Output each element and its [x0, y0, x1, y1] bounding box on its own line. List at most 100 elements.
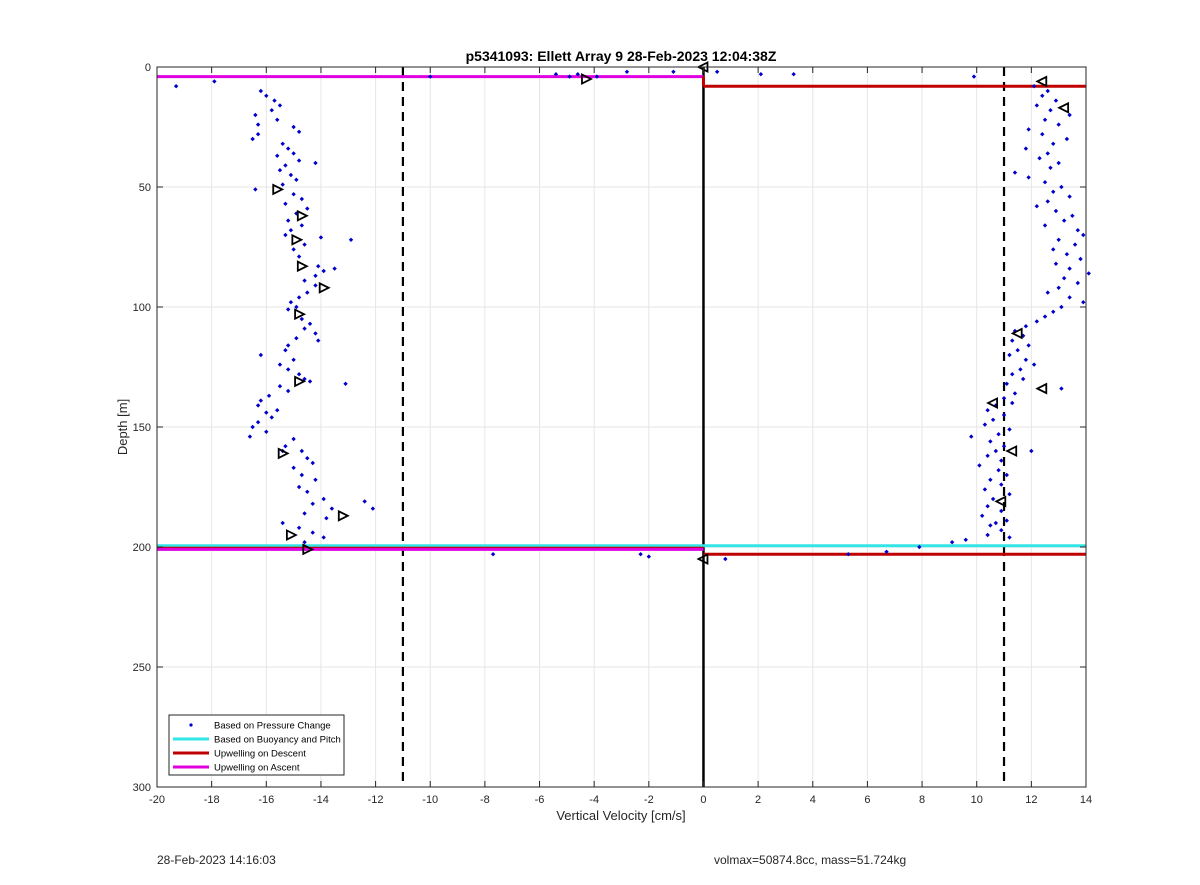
data-point — [971, 74, 977, 79]
data-point — [846, 552, 851, 557]
data-point — [294, 336, 299, 341]
glide-marker — [994, 495, 1007, 508]
data-point — [277, 103, 283, 108]
data-point — [275, 117, 280, 122]
data-point — [305, 456, 310, 461]
data-point — [305, 489, 310, 494]
y-tick-label: 0 — [145, 62, 151, 74]
data-point — [266, 393, 272, 398]
data-point — [758, 72, 764, 77]
data-point — [1020, 376, 1026, 382]
data-point — [291, 357, 296, 362]
data-point — [283, 201, 288, 206]
data-point — [1004, 518, 1009, 523]
data-point — [988, 477, 993, 482]
footer-info: volmax=50874.8cc, mass=51.724kg — [714, 853, 907, 867]
data-point — [264, 410, 269, 415]
data-point — [313, 273, 318, 278]
data-point — [575, 72, 580, 77]
data-point — [1007, 427, 1012, 432]
data-point — [299, 448, 305, 454]
data-point — [258, 88, 264, 94]
y-tick-label: 50 — [139, 182, 151, 194]
glide-marker — [1005, 445, 1018, 457]
data-point — [310, 501, 315, 506]
data-point — [253, 187, 258, 192]
data-point — [264, 93, 269, 98]
data-point — [285, 367, 291, 372]
data-point — [275, 153, 280, 158]
data-point — [1056, 122, 1061, 127]
data-point — [1045, 88, 1050, 94]
data-point — [288, 228, 294, 233]
data-point — [993, 403, 999, 408]
glide-marker — [1035, 382, 1048, 395]
data-point — [272, 98, 277, 103]
data-point — [1040, 93, 1045, 98]
data-point — [332, 266, 337, 271]
data-point — [299, 223, 305, 228]
data-point — [291, 436, 296, 442]
data-point — [302, 511, 307, 516]
legend: Based on Pressure Change Based on Buoyanc… — [168, 714, 345, 776]
data-point — [294, 177, 299, 182]
data-point — [1051, 247, 1056, 252]
data-point — [288, 300, 294, 305]
x-tick-label: 14 — [1080, 794, 1092, 806]
data-point — [302, 242, 307, 247]
data-point — [302, 278, 307, 283]
data-point — [348, 237, 354, 242]
data-point — [999, 508, 1004, 514]
data-point — [1034, 103, 1040, 108]
data-point — [285, 218, 291, 223]
data-point — [982, 422, 988, 427]
data-point — [280, 141, 285, 146]
data-point — [1045, 290, 1050, 295]
data-point — [302, 326, 307, 331]
data-point — [313, 283, 318, 288]
data-point — [299, 316, 305, 322]
data-point — [1012, 170, 1018, 175]
data-point — [285, 343, 291, 348]
data-point — [291, 247, 296, 252]
data-point — [917, 544, 922, 550]
data-point — [1026, 343, 1031, 348]
data-point — [307, 379, 313, 384]
data-point — [1086, 271, 1091, 276]
data-point — [1067, 266, 1072, 271]
data-point — [318, 235, 324, 240]
x-tick-label: 6 — [864, 794, 870, 806]
data-point — [310, 530, 315, 535]
data-point — [280, 520, 285, 526]
data-point — [1004, 472, 1009, 478]
data-point — [1034, 319, 1040, 324]
data-point — [985, 504, 990, 509]
data-point — [996, 468, 1001, 473]
data-point — [638, 552, 643, 557]
data-point — [1072, 242, 1078, 247]
data-point — [988, 523, 993, 528]
x-tick-label: -12 — [368, 794, 384, 806]
glide-marker — [696, 553, 709, 565]
pressure-change-points — [173, 69, 1091, 562]
data-point — [1042, 314, 1048, 319]
x-tick-label: 8 — [919, 794, 925, 806]
x-tick-label: -14 — [313, 794, 329, 806]
glide-marker — [1035, 75, 1048, 88]
data-point — [1051, 189, 1056, 194]
data-point — [1001, 412, 1007, 418]
data-point — [258, 352, 264, 358]
data-point — [1051, 309, 1056, 314]
data-point — [428, 74, 433, 79]
data-point — [1070, 213, 1075, 218]
data-point — [1048, 108, 1053, 113]
data-point — [979, 513, 985, 518]
data-point — [255, 122, 261, 127]
data-point — [1026, 127, 1031, 132]
data-point — [1061, 276, 1067, 281]
glide-marker — [277, 447, 290, 460]
y-tick-label: 100 — [133, 302, 151, 314]
data-point — [296, 525, 302, 530]
legend-label: Based on Pressure Change — [214, 721, 331, 732]
data-point — [324, 516, 329, 521]
